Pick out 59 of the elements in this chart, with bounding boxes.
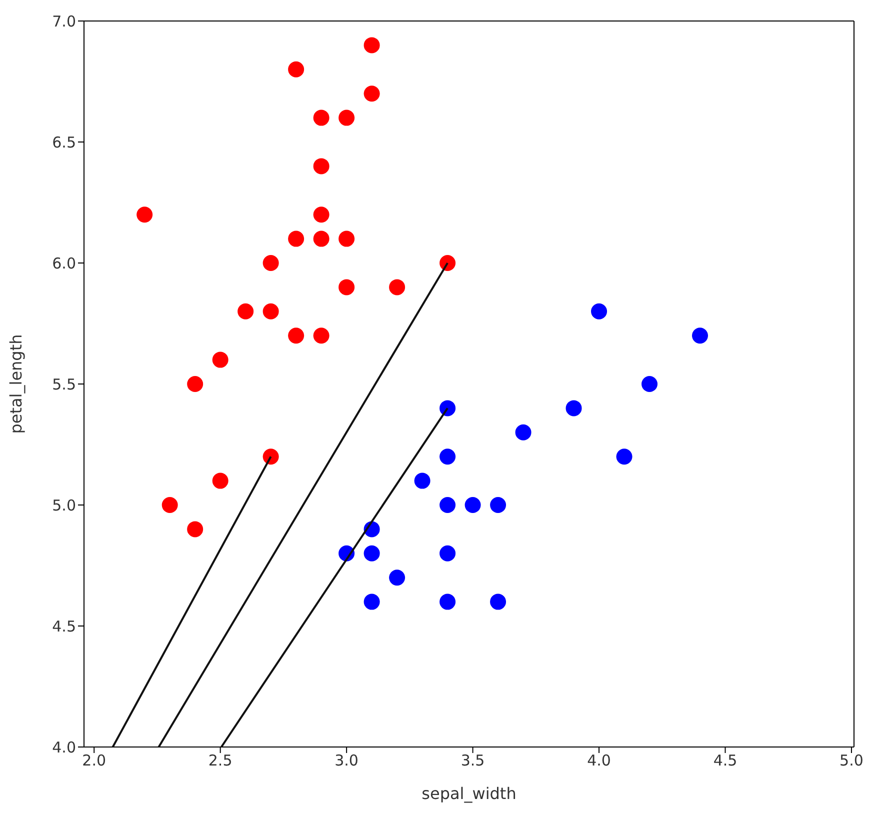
point	[313, 206, 330, 223]
x-tick-label: 2.0	[82, 752, 106, 770]
point	[313, 230, 330, 247]
point	[313, 110, 330, 126]
y-tick-label: 5.5	[52, 375, 76, 394]
y-tick-label: 4.5	[52, 617, 76, 636]
y-tick-label: 6.5	[52, 133, 76, 152]
point	[616, 448, 632, 465]
point	[187, 376, 204, 392]
x-tick-label: 3.5	[460, 752, 485, 770]
point	[238, 303, 254, 320]
point	[338, 279, 355, 296]
y-tick-label: 6.0	[52, 254, 76, 272]
x-tick-label: 4.0	[587, 752, 611, 770]
point	[642, 376, 658, 392]
point	[692, 328, 708, 344]
point	[566, 400, 582, 416]
point	[440, 255, 456, 271]
point	[262, 448, 279, 465]
point	[440, 594, 456, 610]
point	[162, 497, 178, 513]
point	[212, 472, 228, 489]
point	[288, 230, 304, 247]
point	[288, 328, 304, 344]
point	[262, 255, 279, 271]
point	[338, 230, 355, 247]
y-axis-title: petal_length	[6, 334, 26, 434]
point	[440, 448, 456, 465]
x-tick-label: 3.0	[334, 752, 358, 770]
point	[338, 110, 355, 126]
point	[364, 594, 380, 610]
point	[490, 497, 506, 513]
point	[490, 594, 506, 610]
point	[313, 158, 330, 174]
x-tick-label: 5.0	[840, 752, 864, 770]
point	[414, 472, 430, 489]
point	[591, 303, 608, 320]
x-axis-title: sepal_width	[422, 784, 516, 803]
x-tick-label: 2.5	[208, 752, 232, 770]
point	[364, 86, 380, 102]
point	[187, 521, 204, 538]
point	[364, 37, 380, 54]
point	[136, 206, 153, 223]
point	[464, 497, 481, 513]
point	[364, 545, 380, 562]
point	[313, 328, 330, 344]
point	[212, 352, 228, 368]
point	[262, 303, 279, 320]
y-tick-label: 5.0	[52, 496, 76, 514]
point	[515, 424, 532, 440]
y-tick-label: 4.0	[52, 738, 76, 756]
y-tick-label: 7.0	[52, 12, 76, 30]
point	[440, 497, 456, 513]
point	[288, 61, 304, 78]
point	[440, 545, 456, 562]
point	[440, 400, 456, 416]
point	[389, 570, 406, 586]
x-tick-label: 4.5	[713, 752, 738, 770]
point	[389, 279, 406, 296]
